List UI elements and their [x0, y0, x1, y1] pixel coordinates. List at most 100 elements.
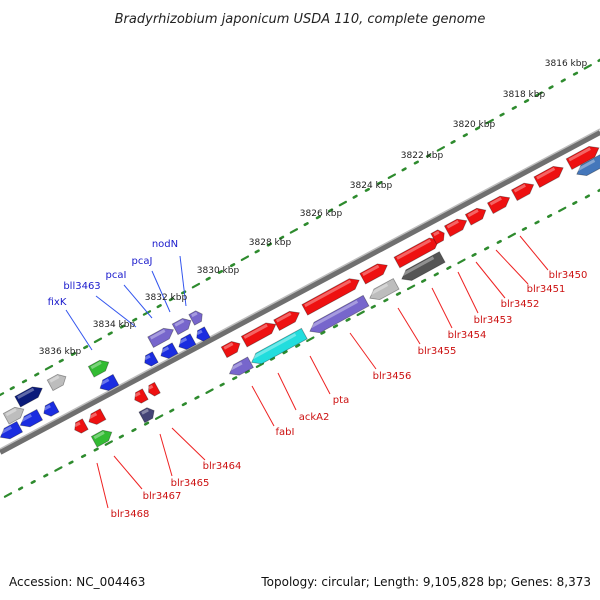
gene-shine — [178, 337, 188, 345]
gene-body — [533, 165, 564, 188]
gene-arrows — [0, 146, 600, 448]
track-tick — [104, 440, 113, 446]
track-tick — [181, 402, 187, 407]
gene-label: blr3456 — [373, 371, 412, 382]
track-tick — [484, 246, 490, 251]
track-tick — [131, 428, 137, 433]
track-tick — [230, 263, 236, 268]
label-leader-line — [349, 332, 377, 370]
label-leader-line — [171, 427, 206, 461]
track-tick — [93, 447, 99, 452]
gene-body — [188, 310, 203, 326]
label-leader-line — [123, 284, 153, 319]
track-tick — [560, 78, 566, 83]
gene-arrow — [576, 154, 600, 177]
gene-body — [273, 310, 300, 332]
track-tick — [142, 310, 152, 316]
label-leader-line — [397, 307, 421, 345]
track-tick — [474, 126, 481, 131]
gene-label: pcaI — [106, 270, 127, 281]
track-tick — [168, 297, 175, 302]
gene-shine — [536, 167, 556, 180]
gene-body — [240, 322, 277, 348]
track-tick — [496, 239, 502, 244]
gene-body — [576, 154, 600, 177]
gene-arrow — [430, 229, 445, 245]
gene-shine — [147, 384, 154, 390]
track-tick — [332, 324, 339, 329]
gene-body — [19, 408, 44, 428]
gene-arrow — [90, 429, 113, 448]
track-tick — [401, 167, 407, 172]
position-tick-label: 3836 kbp — [39, 347, 82, 357]
gene-shine — [362, 264, 380, 276]
track-tick — [282, 350, 288, 355]
track-tick — [370, 304, 376, 309]
track-tick — [395, 291, 402, 296]
gene-shine — [396, 238, 432, 260]
gene-body — [171, 318, 192, 336]
track-tick — [387, 173, 397, 180]
gene-arrow — [486, 195, 511, 215]
gene-arrow — [533, 165, 564, 188]
gene-shine — [134, 391, 141, 398]
gene-arrow — [196, 326, 211, 342]
label-leader-line — [113, 455, 143, 490]
gene-arrow — [138, 407, 155, 424]
gene-body — [510, 182, 535, 202]
label-leader-line — [95, 295, 137, 328]
position-tick-label: 3832 kbp — [145, 293, 188, 303]
gene-shine — [74, 421, 81, 428]
track-tick — [376, 181, 383, 186]
gene-arrow — [178, 333, 197, 350]
gene-arrow — [393, 237, 440, 269]
gene-shine — [141, 408, 149, 415]
track-tick — [499, 112, 505, 117]
gene-arrow — [88, 408, 107, 425]
gene-shine — [309, 300, 359, 329]
gene-label: blr3452 — [501, 299, 540, 310]
gene-arrow — [43, 400, 60, 417]
track-tick — [194, 395, 200, 400]
gene-body — [74, 418, 89, 434]
gene-arrow — [87, 359, 110, 378]
gene-body — [301, 278, 360, 316]
track-tick — [471, 252, 477, 257]
gene-arrow — [74, 418, 89, 434]
gene-arrow — [160, 342, 179, 359]
gene-body — [14, 386, 43, 408]
track-tick — [352, 194, 358, 199]
gene-body — [134, 388, 149, 404]
label-leader-line — [309, 355, 331, 395]
gene-shine — [43, 404, 51, 411]
gene-body — [401, 251, 446, 281]
label-leader-line — [519, 235, 549, 271]
track-tick — [462, 133, 468, 138]
gene-label: pcaJ — [132, 256, 153, 267]
label-leader-line — [96, 462, 109, 509]
gene-arrow — [14, 386, 43, 408]
track-tick — [413, 160, 419, 165]
track-tick — [295, 343, 301, 348]
track-tick — [446, 265, 452, 270]
position-tick-label: 3818 kbp — [503, 90, 546, 100]
gene-arrow — [401, 251, 446, 281]
gene-body — [196, 326, 211, 342]
tick-tracks — [0, 58, 600, 498]
gene-shine — [223, 342, 234, 350]
backbone-highlight — [0, 128, 600, 450]
label-leader-line — [457, 271, 479, 314]
gene-body — [359, 263, 388, 285]
track-tick — [255, 362, 265, 368]
label-leader-line — [277, 372, 297, 411]
label-leader-line — [65, 309, 93, 351]
gene-shine — [401, 256, 435, 277]
gene-arrow — [273, 310, 300, 332]
gene-body — [228, 356, 254, 376]
track-tick — [143, 421, 150, 426]
track-tick — [583, 64, 592, 70]
gene-arrow — [240, 322, 277, 348]
gene-body — [309, 294, 370, 334]
gene-arrow — [2, 406, 25, 425]
gene-label: blr3455 — [418, 346, 457, 357]
